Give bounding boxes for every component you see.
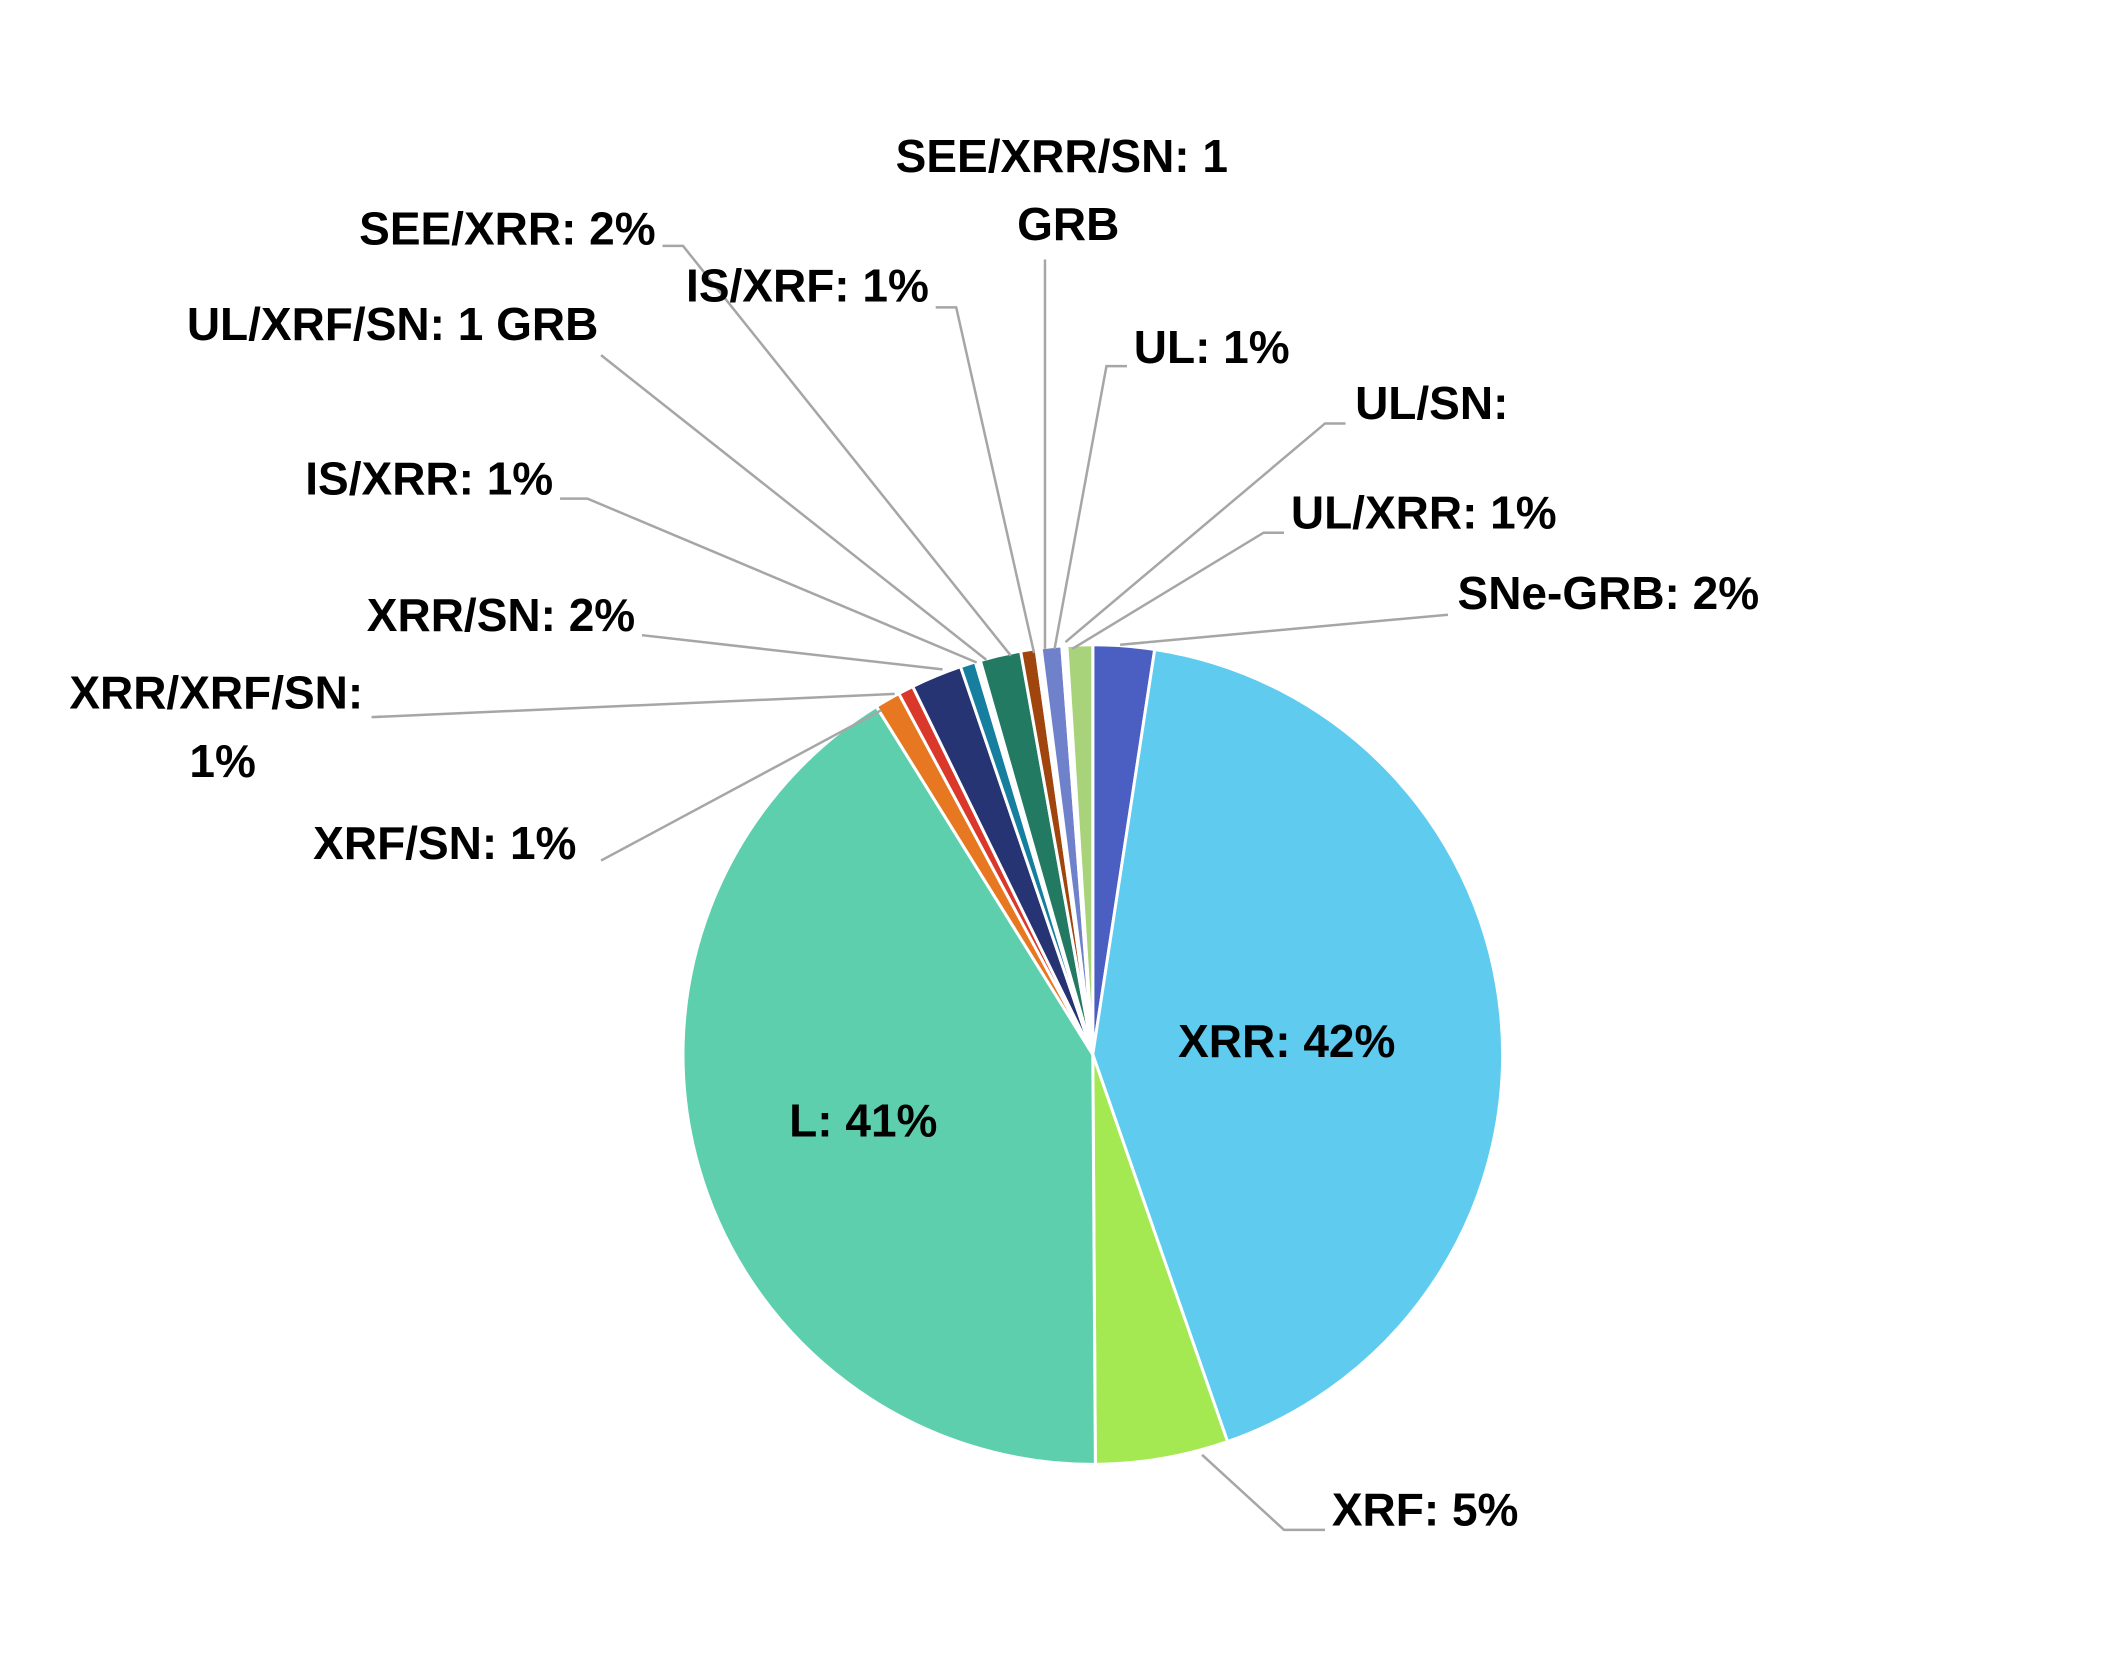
data-label: XRR/SN: 2%	[367, 589, 635, 641]
leader-line	[935, 306, 1036, 654]
pie-slice	[1091, 647, 1505, 1444]
leader-line	[641, 633, 943, 671]
data-label: XRR/XRF/SN: 1%	[69, 667, 376, 787]
leader-line	[1064, 422, 1346, 643]
data-label: IS/XRR: 1%	[305, 452, 553, 504]
data-label: UL/XRF/SN: 1 GRB	[187, 298, 598, 350]
leader-line	[1201, 1453, 1326, 1532]
data-label: IS/XRF: 1%	[686, 260, 929, 312]
data-label: UL/SN:	[1355, 377, 1508, 429]
leader-line	[371, 692, 895, 719]
data-label: XRR: 42%	[1178, 1015, 1395, 1067]
leader-line	[1120, 613, 1449, 646]
leader-line	[1053, 364, 1127, 650]
data-label: UL: 1%	[1134, 321, 1290, 373]
data-label: XRF: 5%	[1332, 1484, 1519, 1536]
data-label: L: 41%	[789, 1094, 937, 1146]
label-line: XRR/XRF/SN:	[69, 667, 376, 719]
data-label: SEE/XRR: 2%	[359, 202, 656, 254]
data-label: XRF/SN: 1%	[313, 817, 576, 869]
label-line: SEE/XRR/SN: 1	[896, 130, 1241, 182]
data-label: SEE/XRR/SN: 1 GRB	[896, 130, 1241, 250]
pie-slice	[681, 704, 1097, 1466]
data-label: SNe-GRB: 2%	[1458, 567, 1760, 619]
label-line: 1%	[189, 735, 255, 787]
leader-line	[662, 244, 1012, 657]
leader-line	[600, 354, 988, 661]
leader-line	[560, 497, 978, 664]
label-line: GRB	[1017, 198, 1119, 250]
leader-line	[600, 709, 882, 862]
leader-line	[1071, 531, 1285, 650]
data-label: UL/XRR: 1%	[1291, 487, 1557, 539]
